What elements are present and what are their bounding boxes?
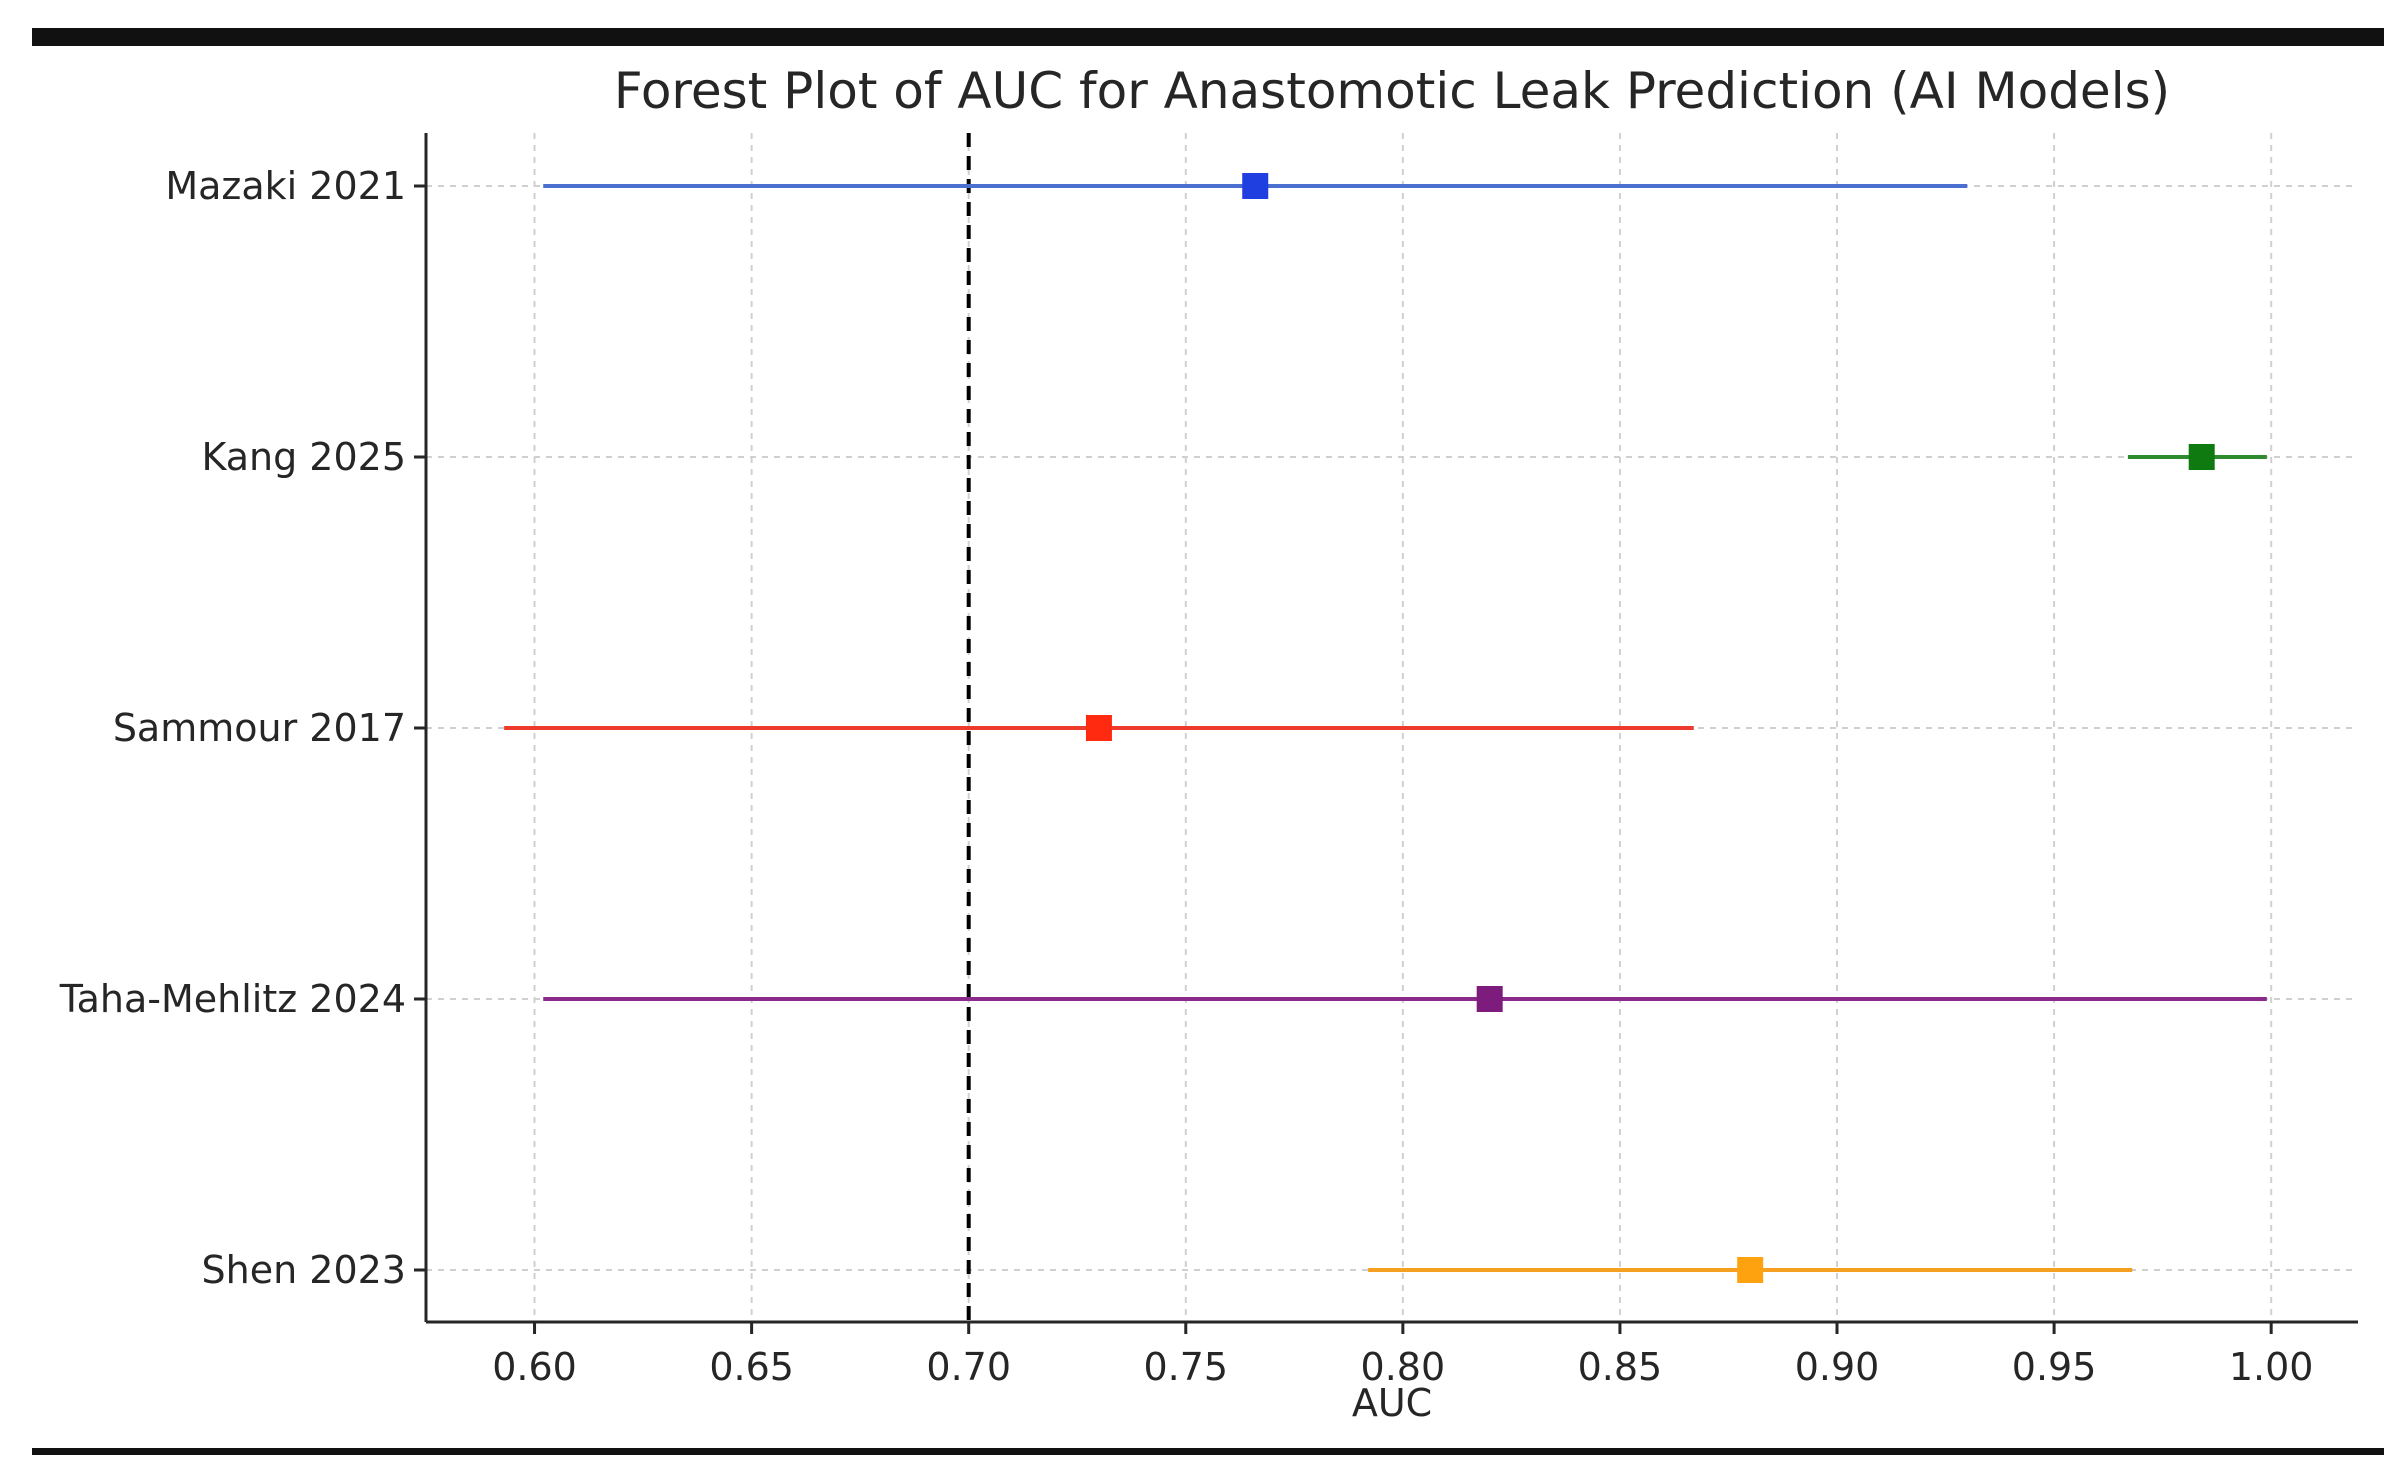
auc-point [1737, 1257, 1764, 1283]
x-tick-label: 0.80 [1361, 1345, 1446, 1389]
chart-title: Forest Plot of AUC for Anastomotic Leak … [614, 62, 2170, 120]
y-tick-label: Mazaki 2021 [165, 164, 406, 208]
x-tick-label: 0.70 [926, 1345, 1011, 1389]
x-tick-label: 0.65 [709, 1345, 794, 1389]
y-tick-label: Sammour 2017 [113, 706, 406, 750]
figure-bottom-rule [32, 1448, 2384, 1455]
y-tick-label: Kang 2025 [201, 435, 406, 479]
x-tick-label: 0.90 [1795, 1345, 1880, 1389]
y-tick-label: Shen 2023 [202, 1248, 406, 1292]
x-tick-label: 0.60 [492, 1345, 577, 1389]
auc-point [1085, 715, 1112, 741]
x-tick-label: 0.75 [1143, 1345, 1228, 1389]
figure-top-rule [32, 28, 2384, 46]
auc-point [1242, 173, 1269, 199]
tick-layer: 0.60 0.65 0.70 0.75 0.80 0.85 0.90 0.95 1.00 Maza… [59, 164, 2314, 1389]
series-layer [504, 173, 2267, 1283]
x-tick-label: 0.95 [2012, 1345, 2097, 1389]
x-tick-label: 1.00 [2229, 1345, 2314, 1389]
x-axis-label: AUC [1352, 1381, 1432, 1425]
auc-point [1476, 986, 1503, 1012]
x-tick-label: 0.85 [1578, 1345, 1663, 1389]
auc-point [2188, 444, 2215, 470]
y-tick-label: Taha-Mehlitz 2024 [59, 977, 406, 1021]
